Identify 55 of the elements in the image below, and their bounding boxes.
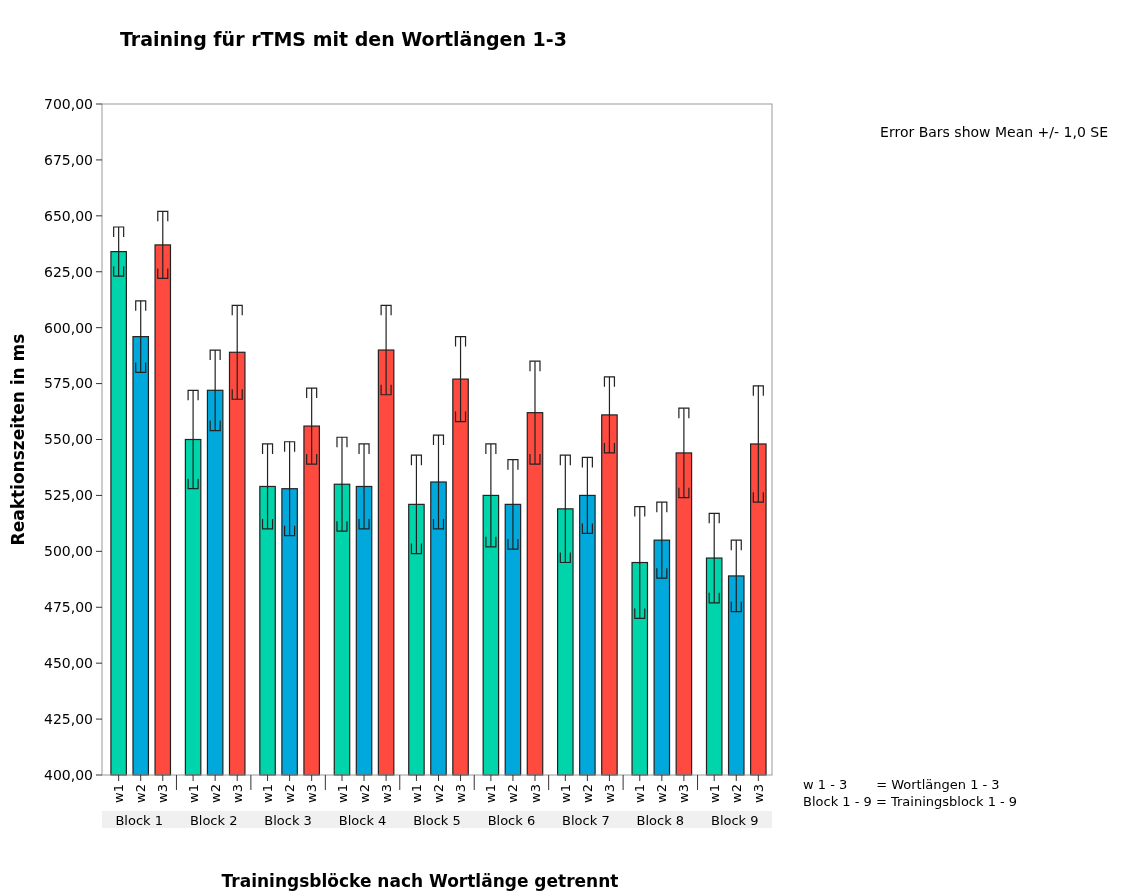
y-tick-label: 400,00 [44,766,93,783]
x-tick-label: Block 6 [487,813,536,828]
text: w1 [706,784,722,803]
text: w2 [579,784,595,803]
text: w3 [750,784,766,803]
text: w1 [632,784,648,803]
text: w2 [728,784,744,803]
y-tick-label: 650,00 [44,207,93,224]
text: w3 [527,784,543,803]
text: w1 [260,784,276,803]
text: w3 [304,784,320,803]
text: w1 [557,784,573,803]
x-tick-label: Block 8 [636,813,685,828]
x-tick-label: Block 4 [338,813,387,828]
text: w3 [601,784,617,803]
y-tick-label: 475,00 [44,599,93,616]
y-tick-label: 425,00 [44,710,93,727]
x-tick-label: Block 1 [115,813,164,828]
chart-title: Training für rTMS mit den Wortlängen 1-3 [120,28,567,50]
text: w 1 - 3 = Wortlängen 1 - 3 [803,777,1000,792]
text: w1 [111,784,127,803]
y-tick-label: 500,00 [44,543,93,560]
text: Error Bars show Mean +/- 1,0 SE [880,124,1108,140]
text: w2 [505,784,521,803]
y-tick-label: 700,00 [44,95,93,112]
text: w2 [133,784,149,803]
text: w2 [431,784,447,803]
y-tick-label: 450,00 [44,655,93,672]
text: w2 [207,784,223,803]
y-tick-label: 600,00 [44,319,93,336]
x-tick-label: Block 7 [562,813,610,828]
y-tick-label: 525,00 [44,487,93,504]
text: w3 [155,784,171,803]
x-tick-label: Block 5 [413,813,461,828]
text: w3 [676,784,692,803]
text: Block 1 - 9 = Trainingsblock 1 - 9 [803,794,1018,809]
y-tick-label: 550,00 [44,431,93,448]
text: w1 [483,784,499,803]
text: w1 [185,784,201,803]
text: w1 [408,784,424,803]
y-tick-label: 575,00 [44,375,93,392]
y-tick-label: 625,00 [44,263,93,280]
text: w2 [282,784,298,803]
text: w2 [654,784,670,803]
y-tick-label: 675,00 [44,151,93,168]
text: w3 [378,784,394,803]
text: w1 [334,784,350,803]
x-axis-title: Trainingsblöcke nach Wortlänge getrennt [221,871,619,891]
x-tick-label: Block 2 [189,813,238,828]
text: w3 [453,784,469,803]
y-axis-title: Reaktionszeiten in ms [8,333,28,546]
x-tick-label: Block 3 [264,813,312,828]
text: w2 [356,784,372,803]
x-tick-label: Block 9 [710,813,759,828]
text: w3 [229,784,245,803]
